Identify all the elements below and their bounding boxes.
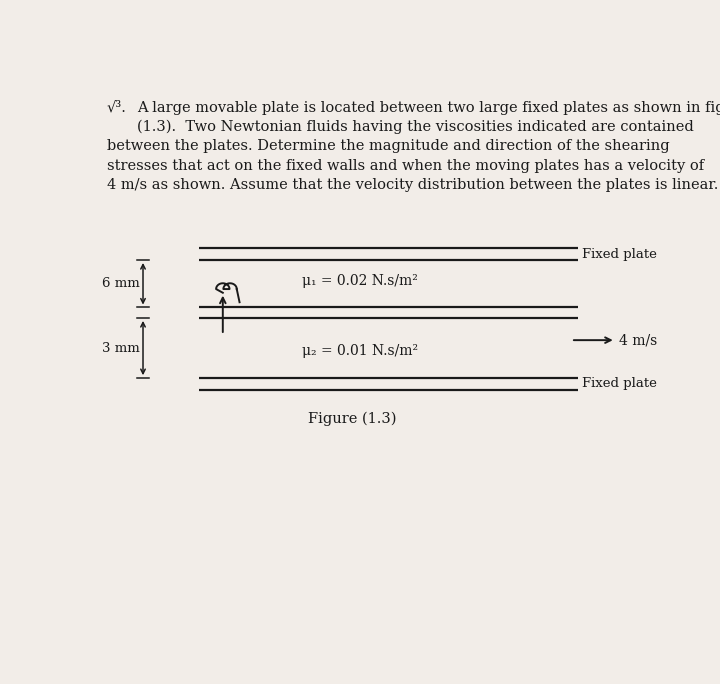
Text: μ₂ = 0.01 N.s/m²: μ₂ = 0.01 N.s/m² <box>302 343 418 358</box>
Text: Fixed plate: Fixed plate <box>582 378 657 391</box>
Text: 4 m/s as shown. Assume that the velocity distribution between the plates is line: 4 m/s as shown. Assume that the velocity… <box>107 179 718 192</box>
Text: μ₁ = 0.02 N.s/m²: μ₁ = 0.02 N.s/m² <box>302 274 418 288</box>
Text: √³.: √³. <box>107 101 127 114</box>
Text: between the plates. Determine the magnitude and direction of the shearing: between the plates. Determine the magnit… <box>107 140 670 153</box>
Text: Fixed plate: Fixed plate <box>582 248 657 261</box>
Text: (1.3).  Two Newtonian fluids having the viscosities indicated are contained: (1.3). Two Newtonian fluids having the v… <box>138 120 694 134</box>
Text: A large movable plate is located between two large fixed plates as shown in figu: A large movable plate is located between… <box>138 101 720 114</box>
Text: 6 mm: 6 mm <box>102 277 140 290</box>
Text: 3 mm: 3 mm <box>102 341 140 354</box>
Text: stresses that act on the fixed walls and when the moving plates has a velocity o: stresses that act on the fixed walls and… <box>107 159 704 173</box>
Text: 4 m/s: 4 m/s <box>619 333 657 347</box>
Text: Figure (1.3): Figure (1.3) <box>308 412 397 426</box>
